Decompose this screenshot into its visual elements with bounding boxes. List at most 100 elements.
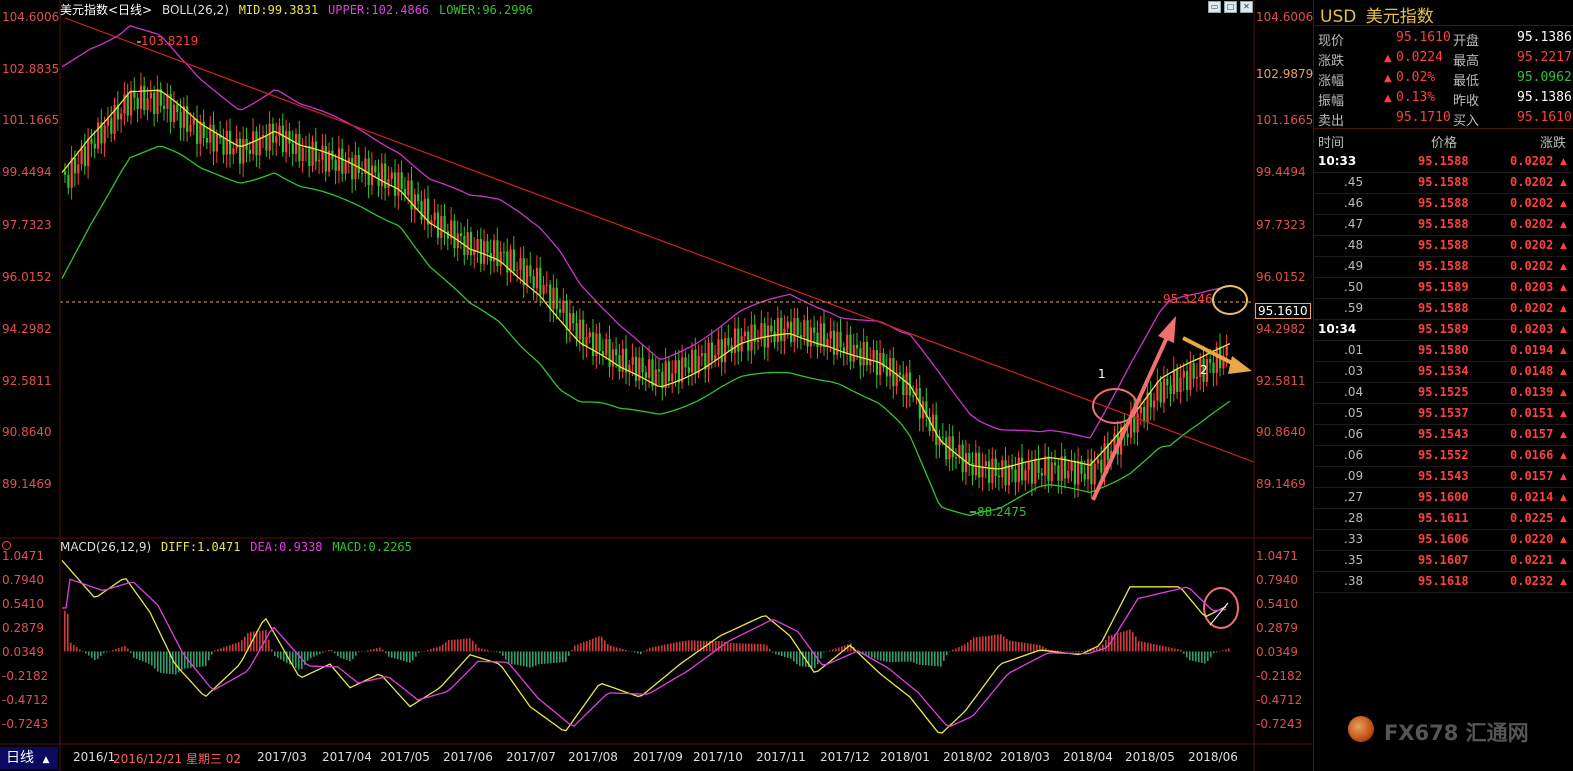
macd-bar [934,651,936,667]
candle-body [446,231,449,239]
macd-bar [802,651,804,667]
macd-bar [169,651,171,674]
close-icon[interactable]: ✕ [1240,1,1253,13]
macd-bar [808,651,810,668]
candle-body [1106,443,1109,460]
macd-bar [64,610,66,652]
macd-bar [1177,649,1179,652]
candle-body [499,251,502,267]
macd-bar [616,647,618,652]
macd-bar [427,650,429,652]
low-label: 88.2475 [977,505,1027,519]
candle-body [238,138,242,164]
macd-bar [145,651,147,663]
candle-body [285,131,288,153]
candle-body [984,461,987,467]
macd-bar [250,631,252,652]
candle-body [278,125,281,137]
candle-body [879,352,882,376]
candle-body [694,349,697,374]
macd-bar [487,650,489,652]
macd-bar [472,640,474,652]
boll-lower: LOWER:96.2996 [439,3,533,17]
candle-body [1156,381,1159,401]
candle-body [667,361,671,382]
macd-bar [1039,644,1041,652]
macd-bar [1144,642,1146,652]
macd-bar [1174,648,1176,652]
macd-bar [982,636,984,652]
candle-body [159,88,162,106]
candle-body [555,287,558,310]
maximize-icon[interactable]: □ [1224,1,1237,13]
candle-body [757,339,760,342]
macd-bar [85,651,87,654]
date-tick: 2017/12 [820,750,870,764]
macd-bar [91,651,93,658]
quote-name: 美元指数 [1365,7,1434,27]
chart-area[interactable]: 美元指数<日线> BOLL(26,2) MID:99.3831 UPPER:10… [0,0,1313,771]
price-tick: 104.6006 [1256,10,1314,24]
candle-body [908,372,911,396]
macd-bar [742,643,744,652]
tick-row: .48 95.1588 0.0202 ▲ [1314,235,1572,257]
macd-bar [1117,633,1119,652]
macd-diff: DIFF:1.0471 [160,540,241,554]
macd-bar [1138,640,1140,652]
macd-bar [1210,651,1212,658]
macd-bar [262,630,264,652]
tick-change: 0.0202 [1510,154,1554,168]
macd-bar [157,651,159,672]
restore-icon[interactable]: ▭ [1208,1,1221,13]
macd-bar [1201,651,1203,663]
macd-bar [1228,648,1230,652]
candle-body [582,319,585,347]
candle-body [479,238,482,264]
candle-body [301,147,304,162]
up-arrow-icon: ▲ [1560,304,1567,314]
candle-body [1225,345,1228,356]
candle-body [621,348,624,372]
candle-body [1139,406,1142,414]
macd-bar [1195,651,1197,662]
macd-tick: 0.0349 [1256,645,1298,659]
macd-bar [1183,651,1185,654]
candle-body [413,194,416,210]
macd-bar [217,649,219,652]
candle-body [836,331,839,355]
settings-dot-icon[interactable] [2,541,11,550]
up-arrow-icon: ▲ [1560,220,1567,230]
macd-bar [886,651,888,662]
date-tick: 2018/01 [880,750,930,764]
tick-time: .09 [1344,469,1364,483]
macd-bar [292,651,294,667]
tick-row: .47 95.1588 0.0202 ▲ [1314,214,1572,236]
candle-body [935,414,938,446]
candle-body [648,359,651,378]
candle-body [420,201,423,220]
macd-bar [670,643,672,652]
macd-bar [631,651,633,652]
macd-bar [610,645,612,652]
macd-bar [76,647,78,652]
candle-body [618,355,621,372]
up-arrow-icon: ▲ [1560,493,1567,503]
macd-bar [310,651,312,659]
candle-body [212,124,215,152]
candle-body [773,331,776,343]
macd-bar [571,649,573,652]
macd-bar [865,651,867,656]
price-tick: 92.5811 [1256,374,1306,388]
candle-body [469,232,473,256]
candle-body [70,157,73,188]
fx678-logo-icon [1348,716,1374,742]
macd-bar [1033,644,1035,652]
date-tick: 2018/05 [1125,750,1175,764]
candle-body [1146,392,1149,422]
candle-body [1192,363,1195,379]
tick-row: .27 95.1600 0.0214 ▲ [1314,487,1572,509]
period-tab[interactable]: 日线 ▲ [0,747,58,769]
candle-body [793,317,796,343]
candle-body [232,148,235,155]
tick-price: 95.1607 [1418,553,1469,567]
